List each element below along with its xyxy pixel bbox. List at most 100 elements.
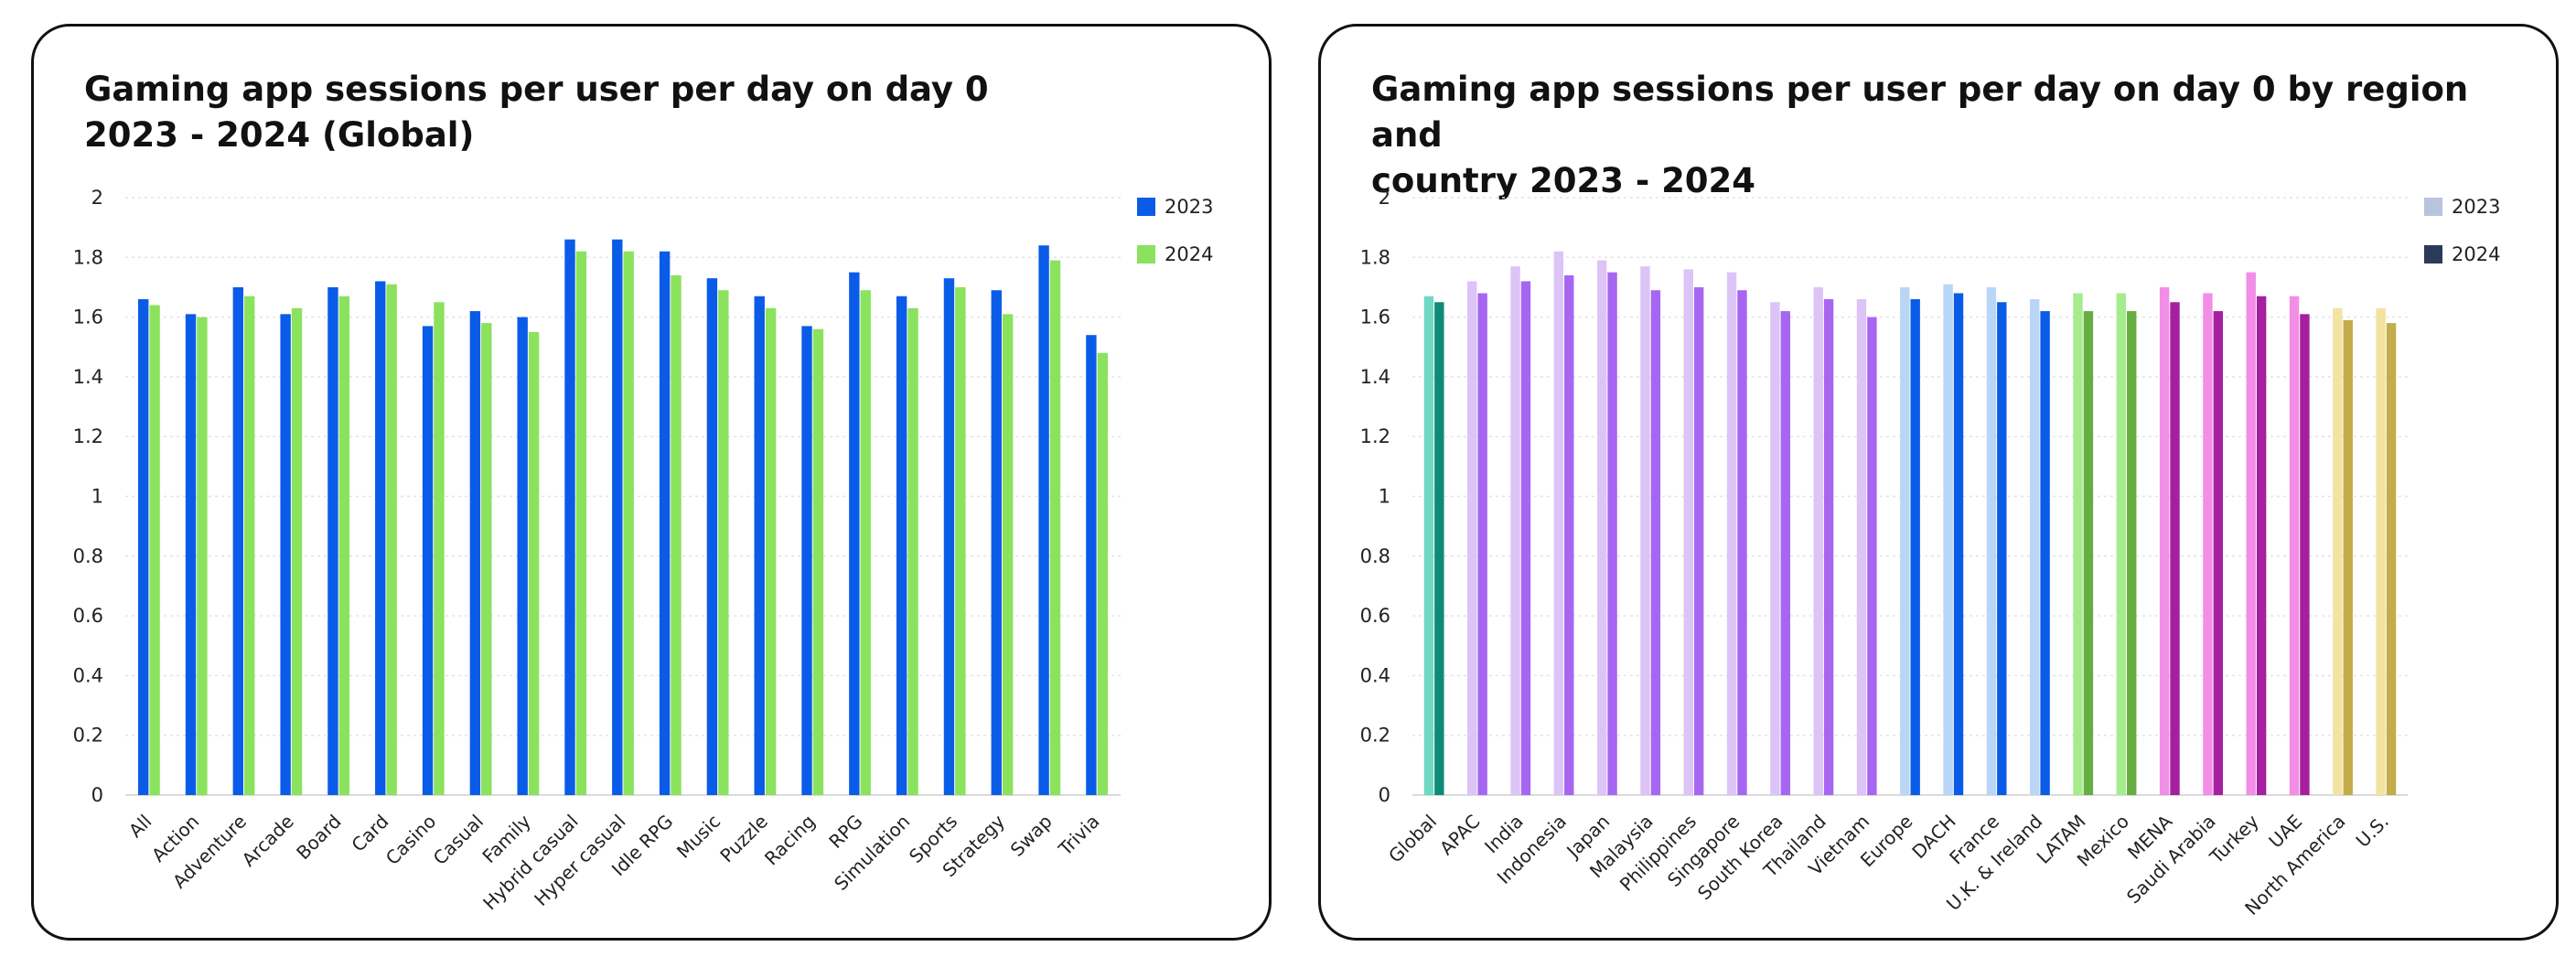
- bar-2024-board: [338, 296, 350, 795]
- bar-2024-u-k-ireland: [2040, 311, 2050, 795]
- y-tick-label: 0.8: [1360, 545, 1390, 567]
- bar-2024-card: [386, 284, 397, 795]
- bar-2023-latam: [2073, 293, 2083, 796]
- x-tick-label-apac: APAC: [1435, 811, 1485, 860]
- bar-2023-apac: [1467, 281, 1477, 795]
- bar-2024-global: [1434, 302, 1444, 795]
- y-tick-label: 0.4: [1360, 664, 1390, 686]
- bar-2023-casual: [469, 311, 481, 795]
- legend-swatch-2023: [1137, 198, 1155, 216]
- bar-2024-hyper-casual: [623, 251, 634, 795]
- y-tick-label: 1: [1379, 486, 1390, 508]
- legend-swatch-2024: [2424, 245, 2442, 264]
- bar-2023-idle-rpg: [659, 251, 671, 795]
- bar-2024-south-korea: [1780, 311, 1790, 795]
- y-tick-label: 0: [1379, 784, 1390, 806]
- x-tick-label-rpg: RPG: [824, 811, 866, 853]
- bar-2023-simulation: [896, 296, 907, 795]
- x-tick-label-global: Global: [1384, 811, 1441, 867]
- bar-2024-apac: [1477, 293, 1487, 796]
- bar-2024-uae: [2300, 314, 2310, 796]
- y-tick-label: 0.6: [1360, 605, 1390, 627]
- bar-2023-dach: [1943, 284, 1953, 795]
- bar-2023-arcade: [280, 314, 291, 796]
- x-tick-label-u-s: U.S.: [2352, 811, 2393, 852]
- bar-2023-action: [185, 314, 197, 796]
- bar-2023-saudi-arabia: [2203, 293, 2213, 796]
- bar-2023-france: [1986, 286, 1997, 795]
- x-tick-label-racing: Racing: [760, 811, 820, 870]
- chart-title: Gaming app sessions per user per day on …: [1371, 67, 2469, 204]
- y-tick-label: 0: [91, 784, 103, 806]
- y-tick-label: 1.8: [1360, 246, 1390, 268]
- bar-chart-global-sessions: 00.20.40.60.811.21.41.61.82AllActionAdve…: [73, 187, 1214, 914]
- bar-2023-mexico: [2116, 293, 2127, 796]
- bar-2023-vietnam: [1856, 299, 1867, 795]
- bar-2024-simulation: [907, 307, 918, 795]
- y-tick-label: 2: [1379, 187, 1390, 209]
- bar-2024-all: [149, 305, 160, 795]
- bar-2023-board: [327, 286, 338, 795]
- bar-2024-swap: [1049, 260, 1061, 795]
- bar-2023-u-s: [2376, 307, 2386, 795]
- bar-2024-singapore: [1737, 290, 1747, 796]
- bar-2023-puzzle: [754, 296, 765, 795]
- bar-2024-europe: [1910, 299, 1920, 795]
- bar-2023-family: [517, 317, 528, 796]
- bar-2023-turkey: [2246, 272, 2256, 795]
- bar-2023-adventure: [232, 286, 244, 795]
- bar-2023-north-america: [2333, 307, 2343, 795]
- bar-2024-north-america: [2343, 319, 2353, 795]
- bar-2024-philippines: [1693, 286, 1704, 795]
- legend-label-2023: 2023: [1165, 196, 1213, 218]
- bar-2024-strategy: [1002, 314, 1014, 796]
- x-tick-label-casual: Casual: [429, 811, 488, 869]
- bar-2024-saudi-arabia: [2213, 311, 2224, 795]
- bar-2024-arcade: [291, 307, 303, 795]
- y-tick-label: 1: [91, 486, 103, 508]
- y-tick-label: 1.4: [73, 366, 103, 388]
- y-tick-label: 1.2: [1360, 425, 1390, 447]
- bar-2023-japan: [1596, 260, 1607, 795]
- bar-2024-idle-rpg: [671, 274, 682, 795]
- bar-2024-mena: [2170, 302, 2180, 795]
- bar-2024-japan: [1607, 272, 1617, 795]
- chart-title-line-2: 2023 - 2024 (Global): [84, 115, 475, 155]
- bar-2024-hybrid-casual: [575, 251, 587, 795]
- y-tick-label: 2: [91, 187, 103, 209]
- bar-2024-family: [528, 331, 540, 795]
- bar-2023-global: [1423, 296, 1434, 795]
- chart-title: Gaming app sessions per user per day on …: [84, 67, 1182, 158]
- chart-title-line-2: country 2023 - 2024: [1371, 161, 1756, 200]
- bar-2024-indonesia: [1564, 274, 1574, 795]
- bar-2023-hybrid-casual: [564, 239, 575, 795]
- bar-2023-thailand: [1813, 286, 1823, 795]
- bar-2023-trivia: [1086, 335, 1097, 795]
- bar-2024-rpg: [860, 290, 871, 796]
- bar-2023-uae: [2289, 296, 2300, 795]
- bar-2023-malaysia: [1640, 266, 1650, 796]
- chart-title-line-1: Gaming app sessions per user per day on …: [84, 70, 989, 109]
- bar-2023-music: [706, 278, 718, 795]
- chart-title-line-1: Gaming app sessions per user per day on …: [1371, 70, 2469, 155]
- bar-2024-racing: [812, 328, 824, 795]
- bar-2024-india: [1520, 281, 1531, 795]
- bar-2024-thailand: [1823, 299, 1834, 795]
- bar-2023-mena: [2159, 286, 2170, 795]
- x-tick-label-music: Music: [672, 811, 724, 863]
- y-tick-label: 0.8: [73, 545, 103, 567]
- bar-2023-india: [1510, 266, 1520, 796]
- bar-2024-turkey: [2256, 296, 2267, 795]
- legend-swatch-2023: [2424, 198, 2442, 216]
- bar-2024-casino: [434, 302, 445, 795]
- legend-label-2023: 2023: [2452, 196, 2500, 218]
- bar-2023-sports: [943, 278, 955, 795]
- bar-2024-vietnam: [1867, 317, 1877, 796]
- bar-2023-swap: [1038, 245, 1049, 795]
- chart-panel-global: Gaming app sessions per user per day on …: [31, 24, 1272, 941]
- bar-2023-strategy: [991, 290, 1002, 796]
- y-tick-label: 1.8: [73, 246, 103, 268]
- bar-2023-philippines: [1683, 269, 1693, 795]
- y-tick-label: 1.4: [1360, 366, 1390, 388]
- x-tick-label-board: Board: [292, 811, 346, 865]
